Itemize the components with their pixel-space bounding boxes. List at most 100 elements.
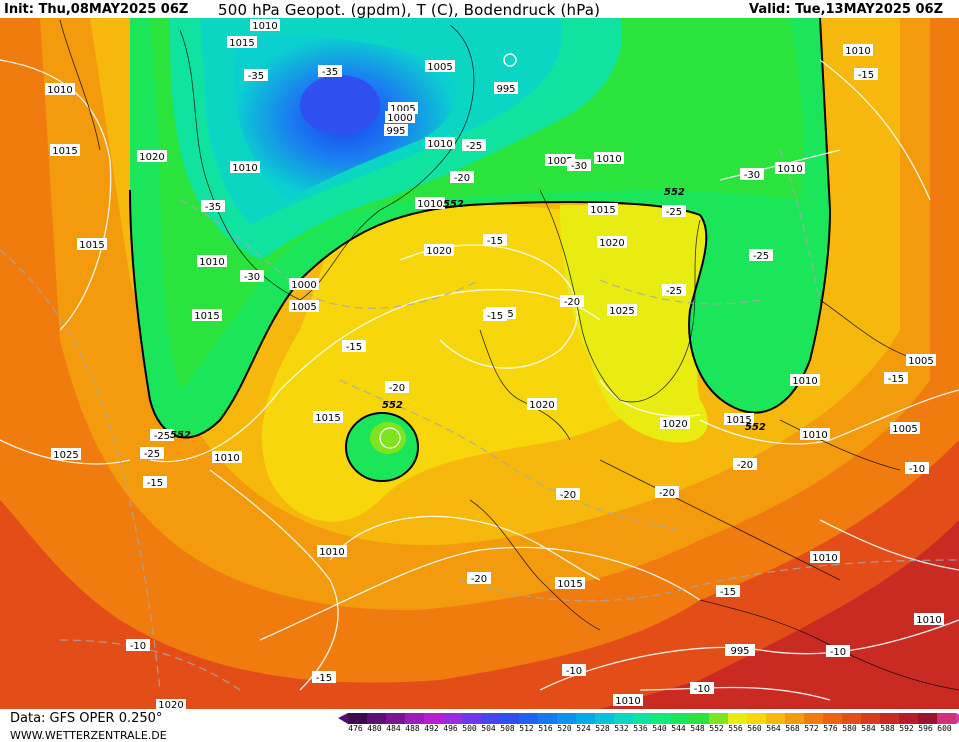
legend-tick: 600 bbox=[937, 724, 952, 733]
legend-tick: 480 bbox=[367, 724, 382, 733]
svg-text:-25: -25 bbox=[144, 449, 160, 460]
legend-tick: 580 bbox=[842, 724, 857, 733]
svg-text:1020: 1020 bbox=[599, 238, 624, 249]
svg-text:1015: 1015 bbox=[590, 205, 615, 216]
legend-swatch bbox=[899, 713, 918, 724]
temp-label: -30 bbox=[740, 168, 764, 181]
temp-label: -15 bbox=[483, 234, 507, 247]
temp-label: -20 bbox=[385, 381, 409, 394]
contour-label: 552 bbox=[170, 430, 191, 441]
legend-tick: 496 bbox=[443, 724, 458, 733]
svg-text:1005: 1005 bbox=[291, 302, 316, 313]
legend-tick: 532 bbox=[614, 724, 629, 733]
cutoff-low-marker bbox=[379, 427, 401, 449]
legend-swatch bbox=[804, 713, 823, 724]
legend-tick: 596 bbox=[918, 724, 933, 733]
pressure-label: 1010 bbox=[415, 197, 445, 210]
contour-label: 552 bbox=[382, 400, 403, 411]
contour-552-cutoff bbox=[345, 412, 419, 482]
legend-tick: 592 bbox=[899, 724, 914, 733]
svg-text:-35: -35 bbox=[248, 71, 264, 82]
legend-swatch bbox=[823, 713, 842, 724]
shade-yellow bbox=[560, 205, 734, 443]
legend-arrow-right bbox=[956, 713, 959, 724]
shade-deep-blue bbox=[300, 75, 380, 135]
legend-tick: 488 bbox=[405, 724, 420, 733]
temp-label: -10 bbox=[562, 664, 586, 677]
legend-swatches bbox=[338, 713, 959, 724]
svg-text:1000: 1000 bbox=[387, 113, 412, 124]
legend-ticks: 476 480 484 488 492 496 500 504 508 512 516 520 524 5… bbox=[338, 724, 959, 733]
svg-text:-25: -25 bbox=[666, 207, 682, 218]
pressure-label: 1010 bbox=[775, 162, 805, 175]
svg-text:1015: 1015 bbox=[194, 311, 219, 322]
legend-tick: 484 bbox=[386, 724, 401, 733]
pressure-label: 1005 bbox=[289, 300, 319, 313]
svg-text:-10: -10 bbox=[566, 666, 582, 677]
legend-swatch bbox=[785, 713, 804, 724]
temp-label: -15 bbox=[854, 68, 878, 81]
legend-swatch bbox=[614, 713, 633, 724]
legend-tick: 588 bbox=[880, 724, 895, 733]
svg-text:-20: -20 bbox=[564, 297, 580, 308]
contour-label: 552 bbox=[745, 422, 766, 433]
svg-text:-20: -20 bbox=[389, 383, 405, 394]
legend-swatch bbox=[633, 713, 652, 724]
legend-swatch bbox=[557, 713, 576, 724]
pressure-label: 1010 bbox=[613, 694, 643, 707]
svg-text:-25: -25 bbox=[666, 286, 682, 297]
temp-label: -15 bbox=[716, 585, 740, 598]
svg-text:1010: 1010 bbox=[777, 164, 802, 175]
svg-text:1015: 1015 bbox=[315, 413, 340, 424]
pressure-label: 1010 bbox=[197, 255, 227, 268]
legend-tick: 572 bbox=[804, 724, 819, 733]
svg-text:1010: 1010 bbox=[252, 21, 277, 32]
pressure-label: 1020 bbox=[137, 150, 167, 163]
temp-label: -25 bbox=[749, 249, 773, 262]
legend-swatch bbox=[462, 713, 481, 724]
svg-text:-10: -10 bbox=[830, 647, 846, 658]
temp-label: -35 bbox=[244, 69, 268, 82]
legend-swatch bbox=[671, 713, 690, 724]
pressure-label: 1010 bbox=[230, 161, 260, 174]
temp-label: -35 bbox=[201, 200, 225, 213]
temp-label: -20 bbox=[560, 295, 584, 308]
temp-label: -20 bbox=[655, 486, 679, 499]
svg-text:1010: 1010 bbox=[596, 154, 621, 165]
pressure-label: 1005 bbox=[906, 354, 936, 367]
svg-text:-20: -20 bbox=[737, 460, 753, 471]
pressure-label: 1010 bbox=[843, 44, 873, 57]
pressure-labels: 1010 1015 1010 1005 995 1005 1000 995 10… bbox=[45, 19, 944, 709]
svg-text:-15: -15 bbox=[487, 236, 503, 247]
pressure-label: 1020 bbox=[597, 236, 627, 249]
legend-swatch bbox=[690, 713, 709, 724]
svg-text:1010: 1010 bbox=[417, 199, 442, 210]
svg-text:1000: 1000 bbox=[291, 280, 316, 291]
pressure-label: 995 bbox=[494, 82, 518, 95]
legend-swatch bbox=[367, 713, 386, 724]
legend-tick: 584 bbox=[861, 724, 876, 733]
legend-tick: 512 bbox=[519, 724, 534, 733]
legend-swatch bbox=[880, 713, 899, 724]
pressure-label: 1020 bbox=[660, 417, 690, 430]
legend-tick: 524 bbox=[576, 724, 591, 733]
legend-swatch bbox=[861, 713, 880, 724]
chart-header: Init: Thu,08MAY2025 06Z 500 hPa Geopot. … bbox=[0, 0, 959, 20]
pressure-label: 995 bbox=[725, 644, 755, 657]
svg-text:-35: -35 bbox=[322, 67, 338, 78]
svg-text:1020: 1020 bbox=[529, 400, 554, 411]
svg-text:-10: -10 bbox=[130, 641, 146, 652]
init-time: Init: Thu,08MAY2025 06Z bbox=[4, 2, 189, 17]
pressure-label: 1010 bbox=[317, 545, 347, 558]
svg-text:1020: 1020 bbox=[426, 246, 451, 257]
pressure-label: 1005 bbox=[425, 60, 455, 73]
pressure-label: 995 bbox=[384, 124, 408, 137]
pressure-label: 1010 bbox=[425, 137, 455, 150]
temp-label: -25 bbox=[140, 447, 164, 460]
svg-text:1010: 1010 bbox=[792, 376, 817, 387]
temp-label: -20 bbox=[467, 572, 491, 585]
legend-tick: 492 bbox=[424, 724, 439, 733]
svg-text:-30: -30 bbox=[571, 161, 587, 172]
legend-swatch bbox=[500, 713, 519, 724]
legend-tick: 528 bbox=[595, 724, 610, 733]
